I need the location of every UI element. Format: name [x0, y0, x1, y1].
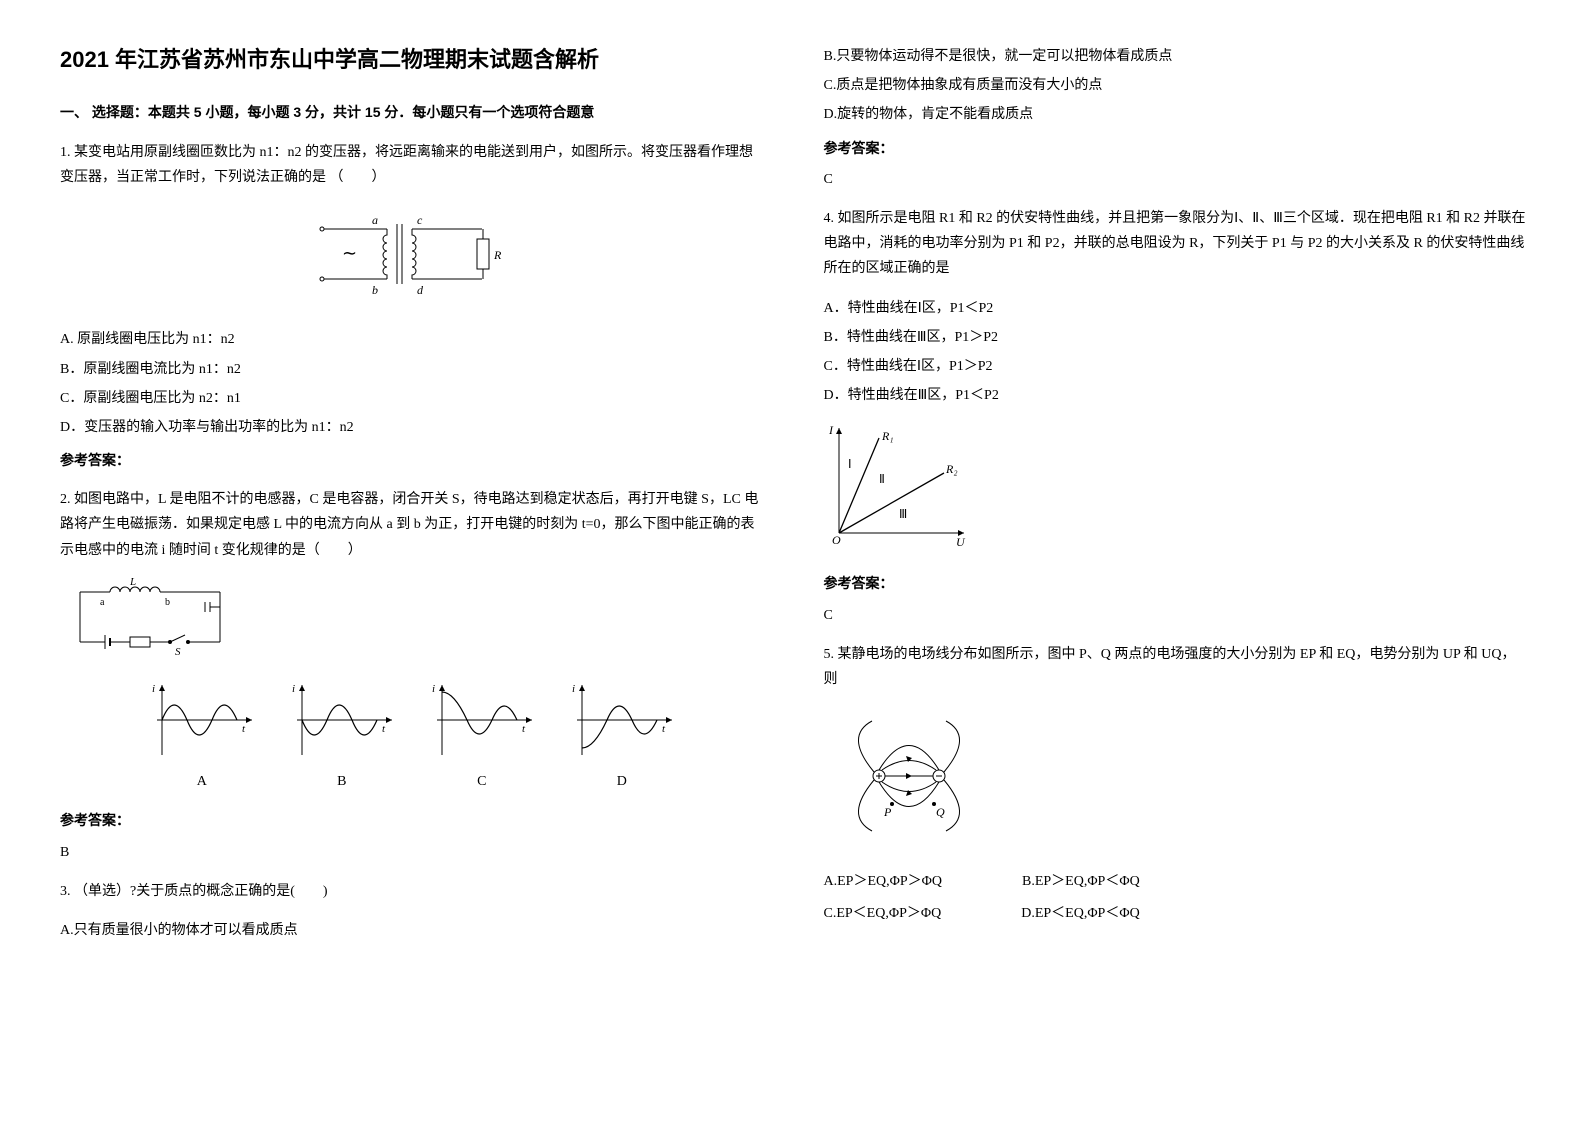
svg-text:t: t — [242, 723, 246, 735]
q1-figure: a b ∼ c d R — [60, 204, 764, 313]
q1-opt-B: B．原副线圈电流比为 n1：n2 — [60, 357, 764, 382]
svg-text:i: i — [152, 683, 155, 695]
svg-text:t: t — [522, 723, 526, 735]
q2-label-D: D — [567, 769, 677, 794]
q2-fig-D: i t D — [567, 680, 677, 794]
q3-opt-C: C.质点是把物体抽象成有质量而没有大小的点 — [824, 73, 1528, 98]
q4-ans-label: 参考答案： — [824, 571, 1528, 596]
svg-text:t: t — [662, 723, 666, 735]
q2-ans: B — [60, 840, 764, 865]
q2-label-B: B — [287, 769, 397, 794]
q2-label-C: C — [427, 769, 537, 794]
q4-opt-B: B．特性曲线在Ⅲ区，P1＞P2 — [824, 325, 1528, 350]
q5-opt-A: A.EP＞EQ,ΦP＞ΦQ — [824, 869, 942, 894]
svg-text:i: i — [432, 683, 435, 695]
q2-circuit: L a b — [70, 577, 764, 666]
region-1: Ⅰ — [848, 457, 852, 471]
svg-text:i: i — [292, 683, 295, 695]
q4-ans: C — [824, 603, 1528, 628]
label-circ-a: a — [100, 597, 105, 608]
label-S: S — [175, 646, 181, 657]
q4-opt-D: D．特性曲线在Ⅲ区，P1＜P2 — [824, 383, 1528, 408]
q1-opt-C: C．原副线圈电压比为 n2：n1 — [60, 386, 764, 411]
label-c: c — [417, 213, 423, 227]
label-a: a — [372, 213, 378, 227]
q2-stem: 2. 如图电路中，L 是电阻不计的电感器，C 是电容器，闭合开关 S，待电路达到… — [60, 487, 764, 563]
right-column: B.只要物体运动得不是很快，就一定可以把物体看成质点 C.质点是把物体抽象成有质… — [824, 40, 1528, 947]
q4-figure: I O U R₁ R₂ Ⅰ Ⅱ Ⅲ — [824, 418, 1528, 557]
q1-ans-label: 参考答案： — [60, 448, 764, 473]
q2-fig-A: i t A — [147, 680, 257, 794]
label-circ-b: b — [165, 597, 170, 608]
axis-O: O — [832, 533, 841, 547]
label-d: d — [417, 283, 424, 297]
q3-ans: C — [824, 167, 1528, 192]
q3-opt-D: D.旋转的物体，肯定不能看成质点 — [824, 102, 1528, 127]
q5-figure: P Q — [824, 706, 1528, 855]
q2-options-figures: i t A i t B — [60, 680, 764, 794]
q2-label-A: A — [147, 769, 257, 794]
label-R: R — [493, 248, 502, 262]
q5-stem: 5. 某静电场的电场线分布如图所示，图中 P、Q 两点的电场强度的大小分别为 E… — [824, 642, 1528, 692]
q1-opt-A: A. 原副线圈电压比为 n1：n2 — [60, 327, 764, 352]
q5-opt-B: B.EP＞EQ,ΦP＜ΦQ — [1022, 869, 1140, 894]
q5-opt-D: D.EP＜EQ,ΦP＜ΦQ — [1021, 901, 1139, 926]
q3-opt-B: B.只要物体运动得不是很快，就一定可以把物体看成质点 — [824, 44, 1528, 69]
label-P: P — [883, 805, 892, 819]
svg-text:t: t — [382, 723, 386, 735]
q4-stem: 4. 如图所示是电阻 R1 和 R2 的伏安特性曲线，并且把第一象限分为Ⅰ、Ⅱ、… — [824, 206, 1528, 282]
axis-I: I — [828, 423, 834, 437]
exam-page: 2021 年江苏省苏州市东山中学高二物理期末试题含解析 一、 选择题：本题共 5… — [60, 40, 1527, 947]
q5-opts-row2: C.EP＜EQ,ΦP＞ΦQ D.EP＜EQ,ΦP＜ΦQ — [824, 901, 1528, 926]
section-header: 一、 选择题：本题共 5 小题，每小题 3 分，共计 15 分．每小题只有一个选… — [60, 100, 764, 125]
q3-opt-A: A.只有质量很小的物体才可以看成质点 — [60, 918, 764, 943]
axis-U: U — [956, 535, 966, 548]
q1-opt-D: D．变压器的输入功率与输出功率的比为 n1：n2 — [60, 415, 764, 440]
label-L: L — [129, 577, 136, 588]
label-R2: R₂ — [945, 462, 958, 476]
q2-fig-B: i t B — [287, 680, 397, 794]
left-column: 2021 年江苏省苏州市东山中学高二物理期末试题含解析 一、 选择题：本题共 5… — [60, 40, 764, 947]
label-R1: R₁ — [881, 429, 894, 443]
q2-ans-label: 参考答案： — [60, 808, 764, 833]
q2-fig-C: i t C — [427, 680, 537, 794]
ac-source-icon: ∼ — [342, 243, 357, 263]
region-3: Ⅲ — [899, 507, 907, 521]
label-Q: Q — [936, 805, 945, 819]
label-b: b — [372, 283, 378, 297]
q3-stem: 3. （单选）?关于质点的概念正确的是( ) — [60, 879, 764, 904]
q3-ans-label: 参考答案： — [824, 136, 1528, 161]
q4-opt-C: C．特性曲线在Ⅰ区，P1＞P2 — [824, 354, 1528, 379]
svg-text:i: i — [572, 683, 575, 695]
q5-opts-row1: A.EP＞EQ,ΦP＞ΦQ B.EP＞EQ,ΦP＜ΦQ — [824, 869, 1528, 894]
q1-stem: 1. 某变电站用原副线圈匝数比为 n1：n2 的变压器，将远距离输来的电能送到用… — [60, 140, 764, 190]
region-2: Ⅱ — [879, 472, 885, 486]
page-title: 2021 年江苏省苏州市东山中学高二物理期末试题含解析 — [60, 40, 764, 80]
q4-opt-A: A．特性曲线在Ⅰ区，P1＜P2 — [824, 296, 1528, 321]
q5-opt-C: C.EP＜EQ,ΦP＞ΦQ — [824, 901, 942, 926]
